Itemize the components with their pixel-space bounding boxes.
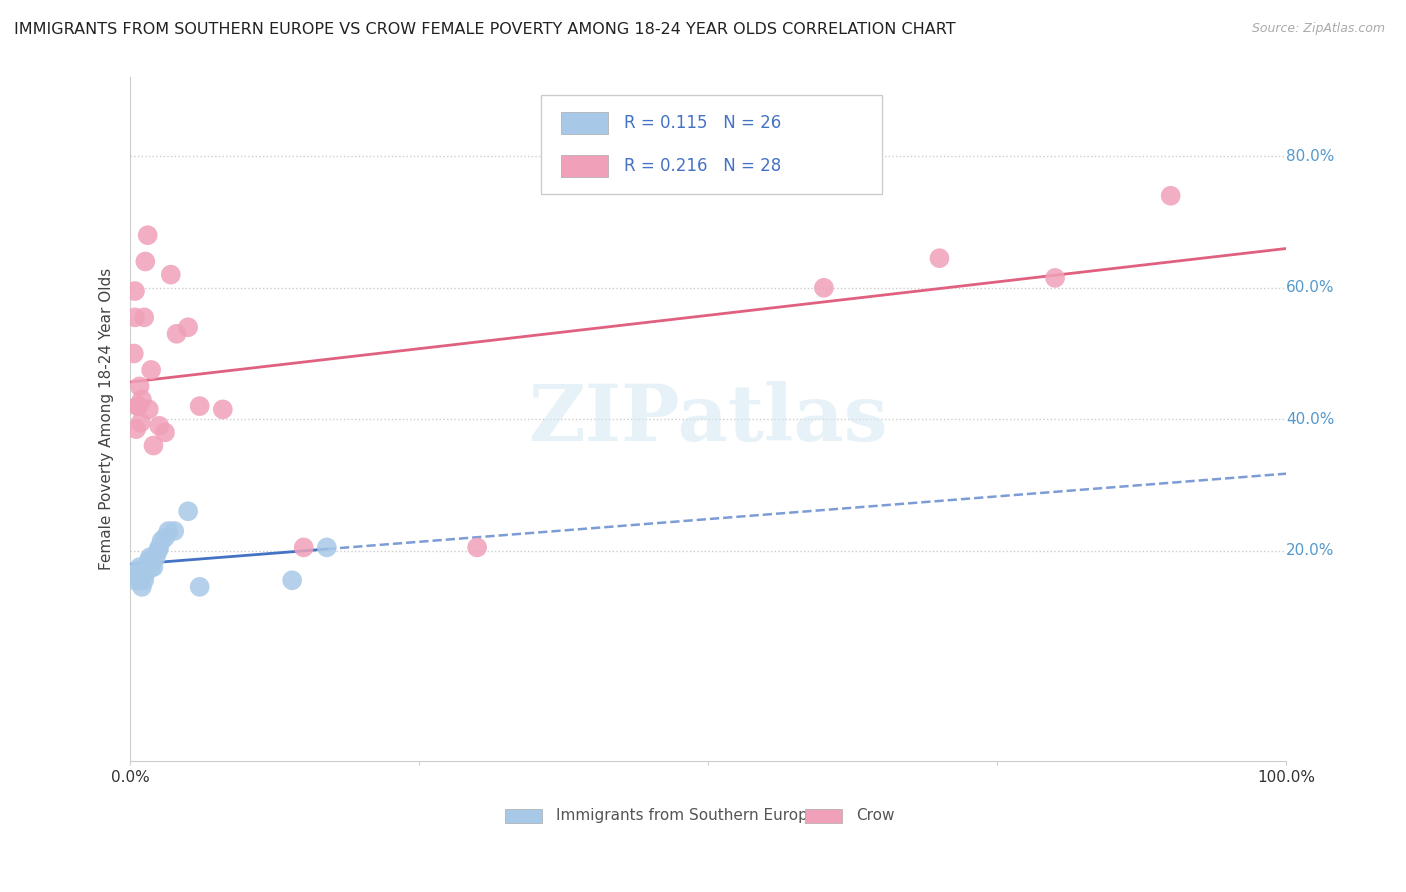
Point: [129, 574, 152, 588]
Text: IMMIGRANTS FROM SOUTHERN EUROPE VS CROW FEMALE POVERTY AMONG 18-24 YEAR OLDS COR: IMMIGRANTS FROM SOUTHERN EUROPE VS CROW …: [14, 22, 956, 37]
Point: [166, 326, 188, 341]
Point: [131, 570, 153, 584]
Point: [292, 541, 315, 555]
Point: [131, 580, 153, 594]
Point: [281, 574, 304, 588]
Point: [148, 418, 170, 433]
Point: [124, 574, 146, 588]
Point: [465, 541, 488, 555]
Text: 60.0%: 60.0%: [1286, 280, 1334, 295]
Point: [145, 550, 167, 565]
Point: [122, 346, 145, 360]
Text: Immigrants from Southern Europe: Immigrants from Southern Europe: [555, 808, 817, 823]
Point: [188, 399, 211, 413]
FancyBboxPatch shape: [561, 155, 607, 178]
Point: [125, 422, 148, 436]
Point: [177, 320, 200, 334]
Point: [153, 531, 176, 545]
Point: [129, 416, 152, 430]
Point: [131, 392, 153, 407]
Point: [1160, 188, 1182, 202]
Text: 80.0%: 80.0%: [1286, 149, 1334, 164]
Point: [139, 560, 162, 574]
Point: [139, 550, 162, 565]
Point: [127, 399, 149, 413]
Text: Crow: Crow: [856, 808, 894, 823]
Text: 20.0%: 20.0%: [1286, 543, 1334, 558]
Point: [134, 254, 156, 268]
Point: [148, 541, 170, 555]
FancyBboxPatch shape: [505, 809, 541, 822]
Text: Source: ZipAtlas.com: Source: ZipAtlas.com: [1251, 22, 1385, 36]
Point: [159, 268, 181, 282]
Point: [139, 363, 162, 377]
Text: 40.0%: 40.0%: [1286, 412, 1334, 426]
Point: [128, 560, 150, 574]
Point: [142, 560, 165, 574]
FancyBboxPatch shape: [806, 809, 842, 822]
Point: [124, 310, 146, 325]
Point: [134, 310, 156, 325]
FancyBboxPatch shape: [561, 112, 607, 134]
Point: [177, 504, 200, 518]
Text: ZIPatlas: ZIPatlas: [529, 381, 889, 458]
Text: R = 0.115   N = 26: R = 0.115 N = 26: [624, 114, 782, 132]
Point: [138, 553, 160, 567]
Point: [142, 438, 165, 452]
Text: R = 0.216   N = 28: R = 0.216 N = 28: [624, 157, 782, 176]
Point: [134, 574, 156, 588]
Point: [315, 541, 337, 555]
Point: [813, 281, 835, 295]
Point: [157, 524, 180, 538]
Point: [127, 399, 149, 413]
Point: [136, 560, 159, 574]
Point: [928, 251, 950, 265]
Point: [153, 425, 176, 440]
Y-axis label: Female Poverty Among 18-24 Year Olds: Female Poverty Among 18-24 Year Olds: [100, 268, 114, 570]
Point: [188, 580, 211, 594]
Point: [127, 563, 149, 577]
Point: [211, 402, 233, 417]
Point: [127, 570, 149, 584]
Point: [136, 228, 159, 243]
Point: [134, 566, 156, 581]
Point: [1043, 271, 1066, 285]
Point: [124, 284, 146, 298]
Point: [135, 563, 157, 577]
Point: [138, 402, 160, 417]
Point: [146, 543, 169, 558]
FancyBboxPatch shape: [541, 95, 882, 194]
Point: [128, 379, 150, 393]
Point: [150, 533, 173, 548]
Point: [163, 524, 186, 538]
